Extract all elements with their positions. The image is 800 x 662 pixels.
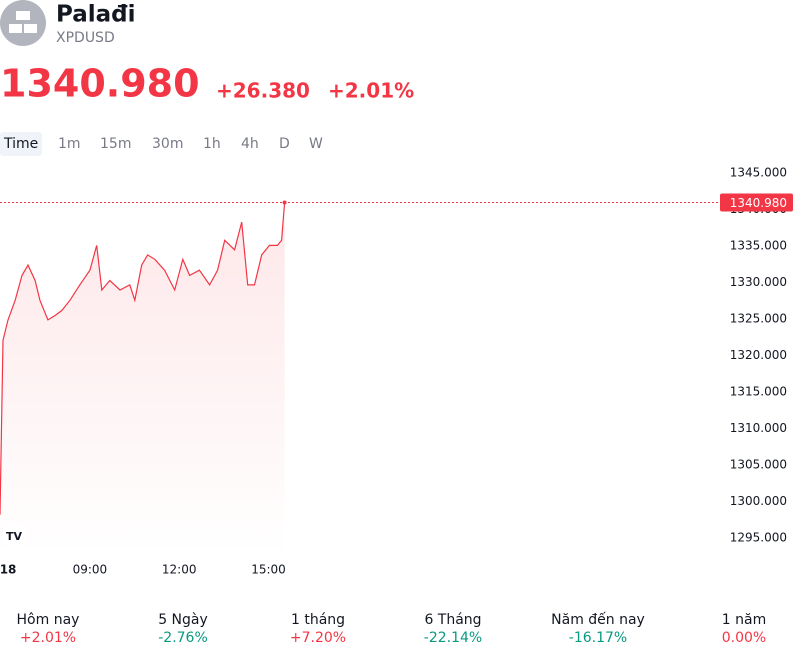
- x-tick-label: 09:00: [73, 563, 108, 577]
- period-name[interactable]: 1 tháng: [291, 612, 345, 628]
- tab[interactable]: 4h: [241, 136, 259, 152]
- tab[interactable]: W: [309, 136, 323, 152]
- current-price-label: 1340.980: [730, 196, 787, 210]
- x-tick-label: 15:00: [251, 563, 286, 577]
- y-tick-label: 1300.000: [730, 494, 787, 508]
- tv-logo: TV: [1, 523, 27, 549]
- y-tick-label: 1335.000: [730, 239, 787, 253]
- period-change: -22.14%: [424, 630, 482, 646]
- y-tick-label: 1310.000: [730, 421, 787, 435]
- y-tick-label: 1320.000: [730, 348, 787, 362]
- change-percent: +2.01%: [328, 79, 414, 103]
- tab[interactable]: 30m: [152, 136, 183, 152]
- area-fill: [0, 202, 285, 555]
- change: +26.380: [216, 79, 310, 103]
- svg-text:TV: TV: [6, 530, 23, 543]
- y-tick-label: 1305.000: [730, 458, 787, 472]
- y-tick-label: 1345.000: [730, 166, 787, 180]
- price-line: [0, 202, 286, 515]
- period-name[interactable]: Năm đến nay: [551, 611, 645, 628]
- period-name[interactable]: 1 năm: [722, 612, 766, 628]
- symbol-name: Palađi: [56, 2, 136, 28]
- tab[interactable]: 1m: [58, 136, 81, 152]
- tab-active-bg: [0, 132, 42, 156]
- period-change: -2.76%: [158, 630, 208, 646]
- y-tick-label: 1330.000: [730, 275, 787, 289]
- period-name[interactable]: 5 Ngày: [158, 612, 208, 628]
- symbol-code: XPDUSD: [56, 30, 115, 46]
- x-tick-label: 12:00: [162, 563, 197, 577]
- current-price-badge: [720, 193, 793, 212]
- y-tick-label: 1295.000: [730, 531, 787, 545]
- tab[interactable]: D: [279, 136, 290, 152]
- price: 1340.980: [0, 62, 200, 106]
- period-name[interactable]: Hôm nay: [17, 612, 80, 628]
- period-change: -16.17%: [569, 630, 627, 646]
- x-tick-label: 18: [0, 563, 16, 577]
- period-change: 0.00%: [722, 630, 766, 646]
- logo: [0, 0, 46, 46]
- y-tick-label: 1315.000: [730, 385, 787, 399]
- period-name[interactable]: 6 Tháng: [424, 612, 481, 628]
- tab[interactable]: 15m: [100, 136, 131, 152]
- y-tick-label: 1325.000: [730, 312, 787, 326]
- period-change: +2.01%: [20, 630, 76, 646]
- period-change: +7.20%: [290, 630, 346, 646]
- tab[interactable]: Time: [3, 136, 38, 152]
- tab[interactable]: 1h: [203, 136, 221, 152]
